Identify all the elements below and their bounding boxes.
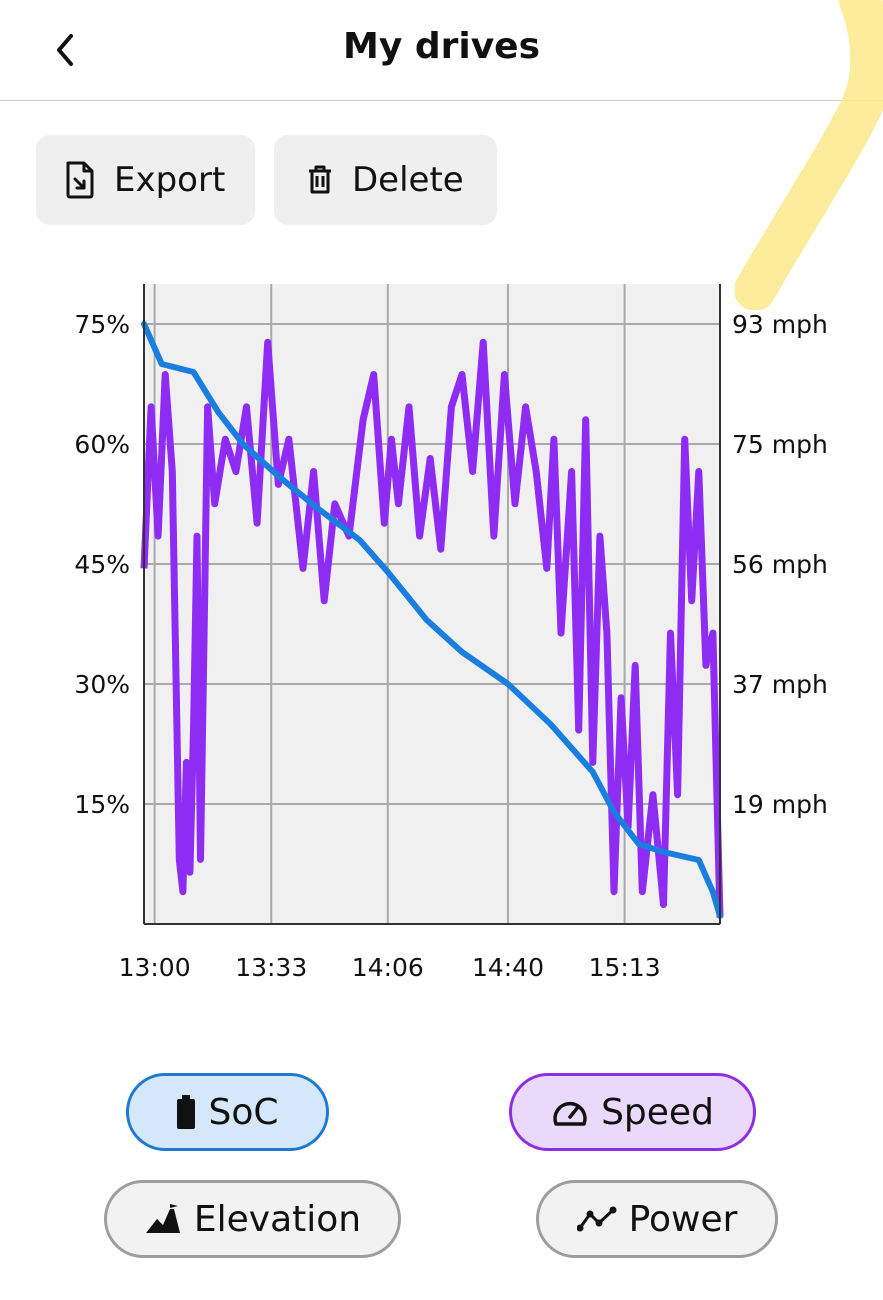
back-button[interactable] <box>40 22 90 78</box>
plot-background <box>144 284 720 924</box>
y-right-tick-label: 19 mph <box>732 790 828 819</box>
export-button[interactable]: Export <box>36 135 255 225</box>
drive-chart: 75% 60% 45% 30% 15% 93 mph 75 mph 56 mph 37 mph… <box>74 284 828 982</box>
elevation-label: Elevation <box>193 1198 362 1240</box>
y-left-tick-label: 60% <box>74 430 130 459</box>
y-right-tick-label: 75 mph <box>732 430 828 459</box>
y-right-tick-label: 56 mph <box>732 550 828 579</box>
soc-toggle[interactable]: SoC <box>126 1073 329 1151</box>
page-title: My drives <box>343 26 540 67</box>
x-axis: 13:00 13:33 14:06 14:40 15:13 <box>119 953 661 982</box>
delete-label: Delete <box>352 160 464 200</box>
speed-series-line <box>140 338 724 918</box>
power-toggle[interactable]: Power <box>536 1180 778 1258</box>
power-label: Power <box>628 1198 738 1240</box>
y-right-axis: 93 mph 75 mph 56 mph 37 mph 19 mph <box>732 310 828 819</box>
chevron-left-icon <box>57 34 73 66</box>
x-tick-label: 15:13 <box>589 953 661 982</box>
speedometer-icon <box>553 1101 587 1126</box>
speed-label: Speed <box>601 1091 714 1133</box>
x-tick-label: 14:40 <box>472 953 544 982</box>
y-left-tick-label: 30% <box>74 670 130 699</box>
soc-series-line <box>141 321 723 919</box>
file-export-icon <box>66 161 94 199</box>
x-tick-label: 13:00 <box>119 953 191 982</box>
y-right-tick-label: 37 mph <box>732 670 828 699</box>
speed-toggle[interactable]: Speed <box>509 1073 756 1151</box>
x-tick-label: 13:33 <box>235 953 307 982</box>
line-chart-icon <box>576 1206 617 1232</box>
y-left-axis: 75% 60% 45% 30% 15% <box>74 310 130 819</box>
soc-label: SoC <box>208 1091 279 1133</box>
elevation-toggle[interactable]: Elevation <box>104 1180 401 1258</box>
y-right-tick-label: 93 mph <box>732 310 828 339</box>
export-label: Export <box>114 160 226 200</box>
x-tick-label: 14:06 <box>352 953 424 982</box>
app-header: My drives <box>0 0 883 101</box>
y-left-tick-label: 75% <box>74 310 130 339</box>
delete-button[interactable]: Delete <box>274 135 497 225</box>
y-left-tick-label: 45% <box>74 550 130 579</box>
y-left-tick-label: 15% <box>74 790 130 819</box>
mountain-icon <box>145 1204 180 1233</box>
trash-icon <box>309 165 331 194</box>
battery-icon <box>177 1095 196 1129</box>
